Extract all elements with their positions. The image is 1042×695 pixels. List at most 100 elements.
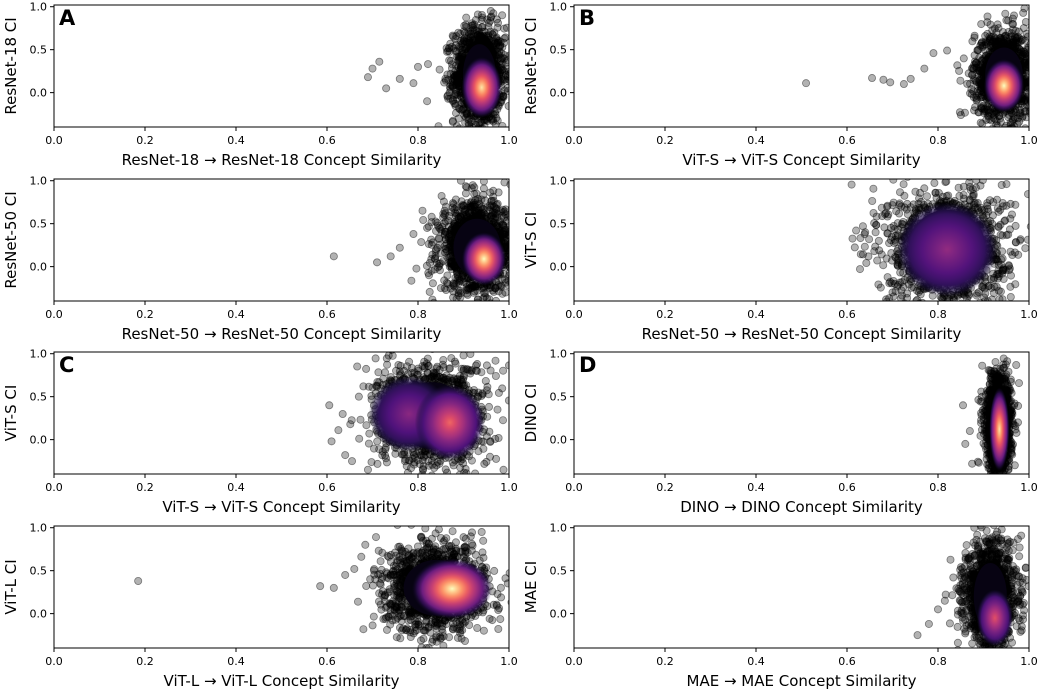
cloud-point — [896, 278, 905, 287]
cloud-point — [986, 42, 995, 51]
cloud-point — [452, 40, 461, 49]
cloud-point — [1013, 38, 1022, 47]
cloud-point — [433, 221, 442, 230]
cloud-point — [479, 32, 488, 41]
cloud-point — [424, 271, 433, 280]
cloud-point — [447, 257, 456, 266]
cloud-point — [485, 41, 494, 50]
cloud-point — [1018, 51, 1027, 60]
cloud-point — [462, 210, 471, 219]
cloud-point — [506, 239, 509, 248]
cloud-point — [994, 24, 1003, 33]
cloud-point — [1009, 38, 1018, 47]
cloud-point — [997, 35, 1006, 44]
cloud-point — [442, 239, 451, 248]
cloud-point — [434, 234, 443, 243]
outlier-point — [868, 74, 877, 83]
cloud-point — [980, 54, 989, 63]
cloud-point — [460, 274, 469, 283]
cloud-point — [1025, 95, 1029, 104]
cloud-point — [473, 194, 482, 203]
cloud-point — [432, 259, 441, 268]
cloud-point — [992, 38, 1001, 47]
cloud-point — [503, 64, 509, 73]
cloud-point — [470, 202, 479, 211]
cloud-point — [437, 191, 446, 200]
cloud-point — [446, 69, 455, 78]
cloud-point — [848, 234, 857, 243]
cloud-point — [1007, 32, 1016, 41]
cloud-point — [467, 118, 476, 127]
cloud-point — [482, 31, 491, 40]
axes-frame — [573, 4, 1030, 128]
cloud-point — [1000, 32, 1009, 41]
cloud-point — [435, 234, 444, 243]
cloud-point — [989, 36, 998, 45]
cloud-point — [500, 34, 509, 43]
cloud-point — [469, 165, 476, 172]
cloud-point — [451, 102, 460, 111]
cloud-point — [492, 15, 501, 24]
cloud-point — [449, 218, 458, 227]
cloud-point — [446, 56, 455, 65]
cloud-point — [493, 221, 502, 230]
cloud-point — [459, 105, 468, 114]
cloud-point — [972, 179, 981, 185]
cloud-point — [499, 221, 508, 230]
cloud-point — [901, 303, 908, 310]
cloud-point — [476, 32, 485, 41]
cloud-point — [452, 32, 461, 41]
cloud-point — [451, 67, 460, 76]
cloud-point — [972, 91, 981, 100]
cloud-point — [489, 42, 498, 51]
cloud-point — [488, 214, 497, 223]
y-axis-label: ResNet-18 CI — [2, 17, 20, 114]
cloud-point — [971, 199, 980, 208]
cloud-point — [445, 253, 454, 262]
cloud-point — [451, 218, 460, 227]
cloud-point — [994, 222, 1003, 231]
cloud-point — [500, 275, 509, 284]
cloud-point — [1006, 199, 1015, 208]
cloud-point — [460, 111, 469, 120]
cloud-point — [977, 70, 986, 79]
cloud-point — [477, 118, 486, 127]
cloud-point — [856, 250, 865, 259]
cloud-point — [493, 23, 502, 32]
cloud-point — [478, 22, 487, 31]
cloud-point — [990, 24, 999, 33]
cloud-point — [435, 259, 444, 268]
x-tick-label: 0.8 — [409, 134, 427, 147]
cloud-point — [427, 240, 436, 249]
cloud-point — [480, 303, 487, 310]
cloud-point — [480, 288, 489, 297]
cloud-point — [970, 31, 979, 40]
cloud-point — [465, 279, 474, 288]
cloud-point — [484, 40, 493, 49]
cloud-point — [482, 294, 491, 301]
cloud-point — [1035, 79, 1042, 86]
cloud-point — [983, 12, 992, 21]
cloud-point — [999, 28, 1008, 37]
cloud-point — [1023, 60, 1029, 69]
outlier-point — [395, 243, 404, 252]
cloud-point — [493, 50, 502, 59]
cloud-point — [466, 128, 473, 135]
cloud-point — [1033, 84, 1040, 91]
cloud-point — [477, 209, 486, 218]
cloud-point — [508, 229, 509, 233]
cloud-point — [511, 270, 518, 277]
cloud-point — [1005, 266, 1014, 275]
cloud-point — [430, 254, 439, 263]
cloud-point — [1034, 88, 1041, 95]
cloud-point — [1002, 34, 1011, 43]
cloud-point — [973, 87, 982, 96]
cloud-point — [428, 295, 437, 301]
cloud-point — [968, 37, 977, 46]
cloud-point — [454, 28, 463, 37]
cloud-point — [441, 76, 450, 85]
cloud-point — [472, 206, 481, 215]
cloud-point — [975, 53, 984, 62]
cloud-point — [978, 38, 987, 47]
cloud-point — [1024, 73, 1029, 82]
